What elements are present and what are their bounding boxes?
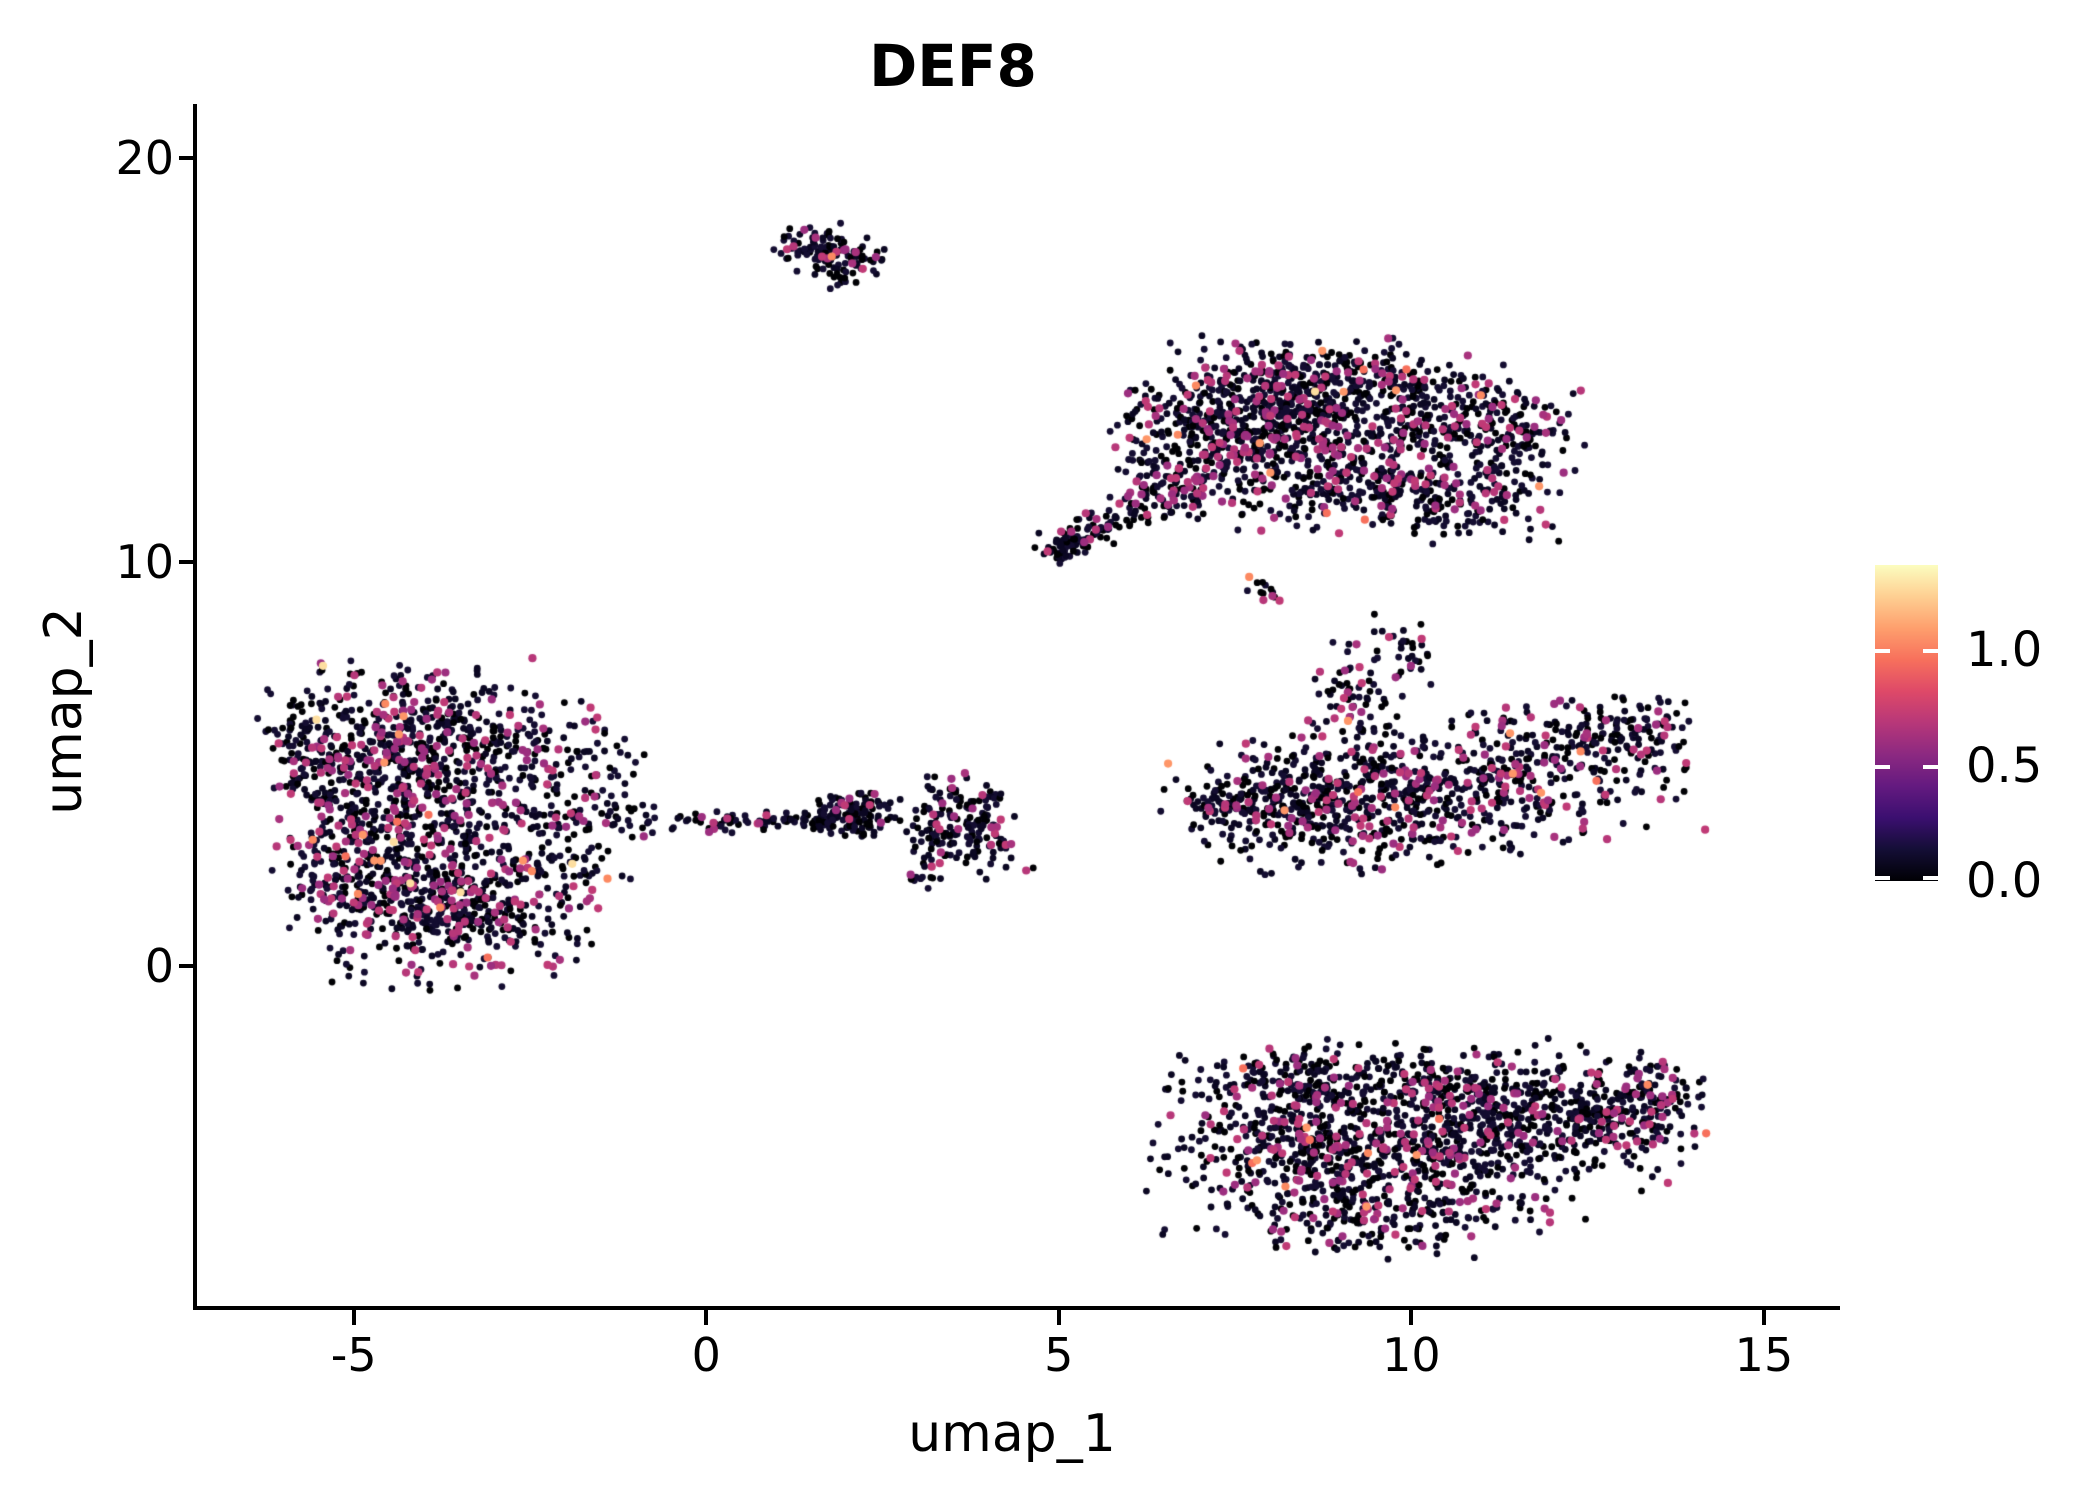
colorbar-tick-label: 0.0 xyxy=(1966,853,2043,909)
y-tick-label: 20 xyxy=(115,130,174,185)
x-tick-label: -5 xyxy=(330,1328,377,1382)
colorbar-tick-mark xyxy=(1923,764,1938,769)
y-tick-label: 10 xyxy=(115,534,174,589)
colorbar-tick-label: 1.0 xyxy=(1966,622,2043,679)
colorbar-tick-mark xyxy=(1875,764,1890,769)
y-tick-mark xyxy=(179,155,194,160)
plot-title: DEF8 xyxy=(869,32,1037,100)
x-tick-mark xyxy=(1761,1310,1766,1325)
x-tick-mark xyxy=(704,1310,709,1325)
y-axis-line xyxy=(193,104,197,1310)
colorbar-tick-mark xyxy=(1875,876,1890,880)
x-tick-label: 10 xyxy=(1382,1328,1441,1382)
y-tick-mark xyxy=(179,963,194,968)
colorbar-tick-label: 0.5 xyxy=(1966,737,2043,794)
x-tick-mark xyxy=(1056,1310,1061,1325)
x-tick-label: 15 xyxy=(1734,1328,1794,1382)
colorbar-tick-mark xyxy=(1875,649,1890,654)
x-axis-label: umap_1 xyxy=(908,1404,1116,1464)
y-axis-label: umap_2 xyxy=(34,607,94,815)
y-tick-label: 0 xyxy=(144,938,174,993)
colorbar-tick-mark xyxy=(1923,876,1938,880)
y-tick-mark xyxy=(179,559,194,564)
x-axis-line xyxy=(193,1306,1840,1310)
expression-colorbar xyxy=(1875,565,1938,881)
x-tick-mark xyxy=(351,1310,356,1325)
x-tick-mark xyxy=(1409,1310,1414,1325)
x-tick-label: 5 xyxy=(1044,1328,1074,1382)
colorbar-tick-mark xyxy=(1923,649,1938,654)
x-tick-label: 0 xyxy=(691,1328,721,1382)
